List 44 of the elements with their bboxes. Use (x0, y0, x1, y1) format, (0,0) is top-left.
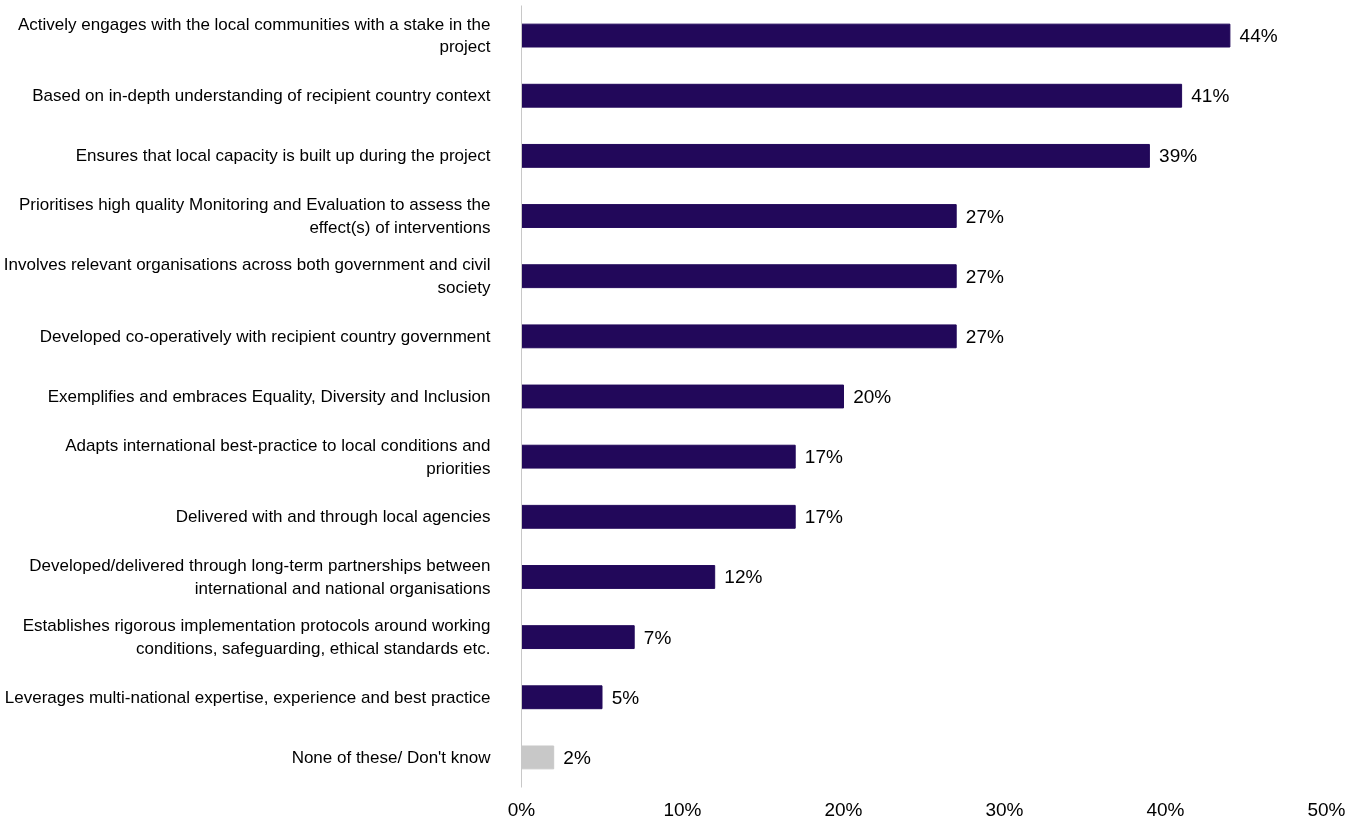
x-tick-label: 20% (824, 798, 863, 820)
y-tick-label: Developed/delivered through long-term partnerships between international and national organisations (29, 556, 491, 598)
bar (521, 384, 844, 409)
x-tick-label: 30% (985, 798, 1024, 820)
x-tick-label: 40% (1146, 798, 1185, 820)
data-label: 5% (611, 686, 640, 708)
data-label: 17% (804, 446, 843, 468)
data-label: 27% (965, 265, 1004, 287)
data-label: 39% (1159, 145, 1198, 167)
y-tick-label: Delivered with and through local agencies (175, 507, 491, 527)
y-tick-label: Developed co-operatively with recipient country government (39, 326, 491, 346)
data-label: 7% (643, 626, 672, 648)
bar (521, 264, 957, 289)
bar (521, 444, 796, 469)
data-label: 27% (965, 325, 1004, 347)
y-tick-label: Establishes rigorous implementation protocols around working conditions, safeguarding, ethical standards etc. (22, 616, 491, 659)
y-tick-label: Actively engages with the local communities with a stake in the project (18, 14, 491, 57)
bar (521, 23, 1231, 48)
y-tick-label: Exemplifies and embraces Equality, Diversity and Inclusion (47, 387, 491, 406)
y-tick-label: Adapts international best-practice to local conditions and priorities (65, 435, 491, 478)
y-tick-label: Based on in-depth understanding of recipient country context (32, 86, 491, 106)
y-tick-label: None of these/ Don't know (291, 747, 492, 767)
bar (521, 83, 1183, 108)
data-label: 17% (804, 506, 843, 528)
x-tick-label: 0% (507, 798, 536, 820)
data-label: 12% (724, 566, 763, 588)
bar (521, 204, 957, 228)
data-label: 20% (853, 386, 892, 407)
data-label: 27% (965, 205, 1004, 227)
bar (521, 685, 603, 710)
data-label: 2% (563, 746, 591, 768)
bar (521, 143, 1150, 168)
bar (521, 565, 716, 589)
y-tick-label: Involves relevant organisations across both government and civil society (3, 255, 491, 298)
bar (521, 324, 957, 349)
y-tick-label: Leverages multi-national expertise, experience and best practice (4, 687, 491, 707)
data-label: 44% (1239, 25, 1278, 47)
x-tick-label: 50% (1307, 798, 1346, 820)
bar (521, 625, 635, 650)
x-tick-label: 10% (663, 798, 702, 820)
y-tick-label: Ensures that local capacity is built up during the project (75, 146, 491, 166)
data-label: 41% (1191, 85, 1230, 107)
bar (521, 504, 796, 529)
y-tick-label: Prioritises high quality Monitoring and Evaluation to assess the effect(s) of interventions (18, 195, 491, 237)
